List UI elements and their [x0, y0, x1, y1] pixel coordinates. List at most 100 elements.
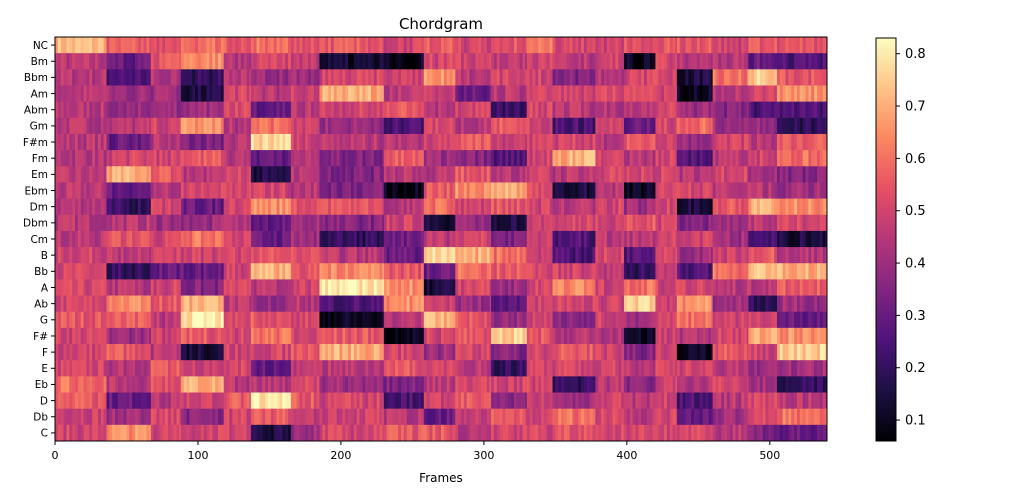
heatmap-cell [235, 117, 239, 135]
heatmap-cell [376, 311, 380, 329]
heatmap-cell [519, 37, 523, 54]
heatmap-cell [491, 279, 495, 296]
heatmap-cell [529, 344, 533, 361]
heatmap-cell [578, 392, 582, 410]
heatmap-cell [382, 37, 385, 54]
heatmap-cell [376, 69, 380, 86]
heatmap-cell [578, 327, 582, 345]
heatmap-cell [66, 37, 70, 54]
heatmap-cell [123, 133, 127, 151]
heatmap-cell [268, 392, 272, 410]
heatmap-cell [525, 198, 528, 216]
heatmap-cell [398, 263, 402, 280]
heatmap-cell [491, 263, 495, 280]
heatmap-cell [438, 295, 442, 313]
heatmap-cell [132, 133, 136, 151]
heatmap-cell [279, 214, 283, 232]
heatmap-cell [569, 53, 573, 70]
heatmap-cell [149, 69, 152, 86]
heatmap-cell [583, 327, 588, 345]
heatmap-cell [491, 166, 495, 183]
heatmap-cell [336, 214, 340, 232]
heatmap-cell [240, 182, 245, 199]
heatmap-cell [259, 311, 263, 329]
heatmap-cell [612, 263, 616, 280]
heatmap-cell [359, 198, 363, 216]
heatmap-cell [179, 360, 182, 377]
heatmap-cell [243, 182, 247, 199]
heatmap-cell [438, 279, 442, 296]
heatmap-cell [392, 37, 396, 54]
heatmap-cell [179, 182, 182, 199]
heatmap-cell [483, 392, 488, 410]
heatmap-cell [240, 117, 245, 135]
heatmap-cell [103, 327, 107, 345]
heatmap-cell [546, 344, 551, 361]
heatmap-cell [423, 53, 428, 70]
heatmap-cell [259, 327, 263, 345]
heatmap-cell [137, 263, 142, 280]
heatmap-cell [558, 247, 562, 264]
heatmap-cell [206, 214, 210, 232]
heatmap-cell [525, 392, 528, 410]
heatmap-cell [195, 247, 199, 264]
heatmap-cell [63, 392, 67, 410]
heatmap-cell [505, 263, 509, 280]
heatmap-cell [293, 166, 298, 183]
heatmap-cell [561, 69, 565, 86]
heatmap-cell [555, 150, 559, 167]
heatmap-cell [395, 424, 399, 442]
heatmap-cell [555, 376, 559, 393]
heatmap-cell [578, 263, 582, 280]
heatmap-cell [615, 101, 619, 119]
heatmap-cell [429, 69, 433, 86]
heatmap-cell [615, 247, 619, 264]
heatmap-cell [575, 85, 579, 103]
heatmap-cell [603, 247, 608, 264]
heatmap-cell [516, 344, 521, 361]
heatmap-cell [493, 360, 498, 377]
heatmap-cell [186, 69, 190, 86]
heatmap-cell [379, 166, 383, 183]
heatmap-cell [296, 279, 300, 296]
heatmap-cell [243, 263, 247, 280]
heatmap-cell [60, 295, 64, 313]
heatmap-cell [132, 360, 136, 377]
heatmap-cell [293, 311, 298, 329]
heatmap-cell [443, 150, 448, 167]
heatmap-cell [420, 166, 425, 183]
heatmap-cell [386, 198, 390, 216]
heatmap-cell [63, 69, 67, 86]
heatmap-cell [365, 263, 369, 280]
heatmap-cell [418, 247, 422, 264]
heatmap-cell [499, 344, 503, 361]
heatmap-cell [546, 376, 551, 393]
heatmap-cell [246, 133, 250, 151]
heatmap-cell [350, 230, 355, 248]
heatmap-cell [165, 376, 169, 393]
heatmap-cell [146, 344, 150, 361]
heatmap-cell [561, 133, 565, 151]
heatmap-cell [75, 230, 79, 248]
heatmap-cell [481, 182, 485, 199]
heatmap-cell [538, 311, 542, 329]
heatmap-cell [392, 230, 396, 248]
heatmap-cell [302, 150, 306, 167]
heatmap-cell [583, 408, 588, 426]
heatmap-cell [543, 53, 548, 70]
heatmap-cell [339, 263, 343, 280]
heatmap-cell [552, 37, 556, 54]
heatmap-cell [508, 247, 512, 264]
heatmap-cell [226, 344, 230, 361]
heatmap-cell [403, 230, 408, 248]
heatmap-cell [493, 101, 498, 119]
heatmap-cell [109, 117, 113, 135]
heatmap-cell [270, 37, 275, 54]
heatmap-cell [126, 214, 130, 232]
heatmap-cell [463, 263, 468, 280]
heatmap-cell [493, 53, 498, 70]
heatmap-cell [276, 133, 280, 151]
heatmap-cell [373, 344, 378, 361]
heatmap-cell [522, 101, 526, 119]
heatmap-cell [223, 69, 227, 86]
